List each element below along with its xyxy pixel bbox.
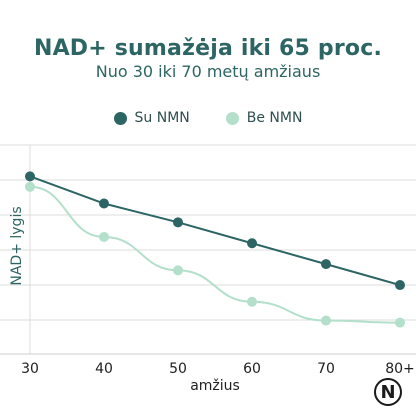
data-point-s0-0	[25, 171, 35, 182]
legend-label-be-nmn: Be NMN	[246, 110, 303, 126]
x-tick-label-2: 50	[169, 361, 187, 377]
data-point-s0-5	[395, 280, 405, 291]
x-tick-label-4: 70	[317, 361, 335, 377]
x-tick-label-1: 40	[95, 361, 113, 377]
series-line-1	[29, 185, 401, 324]
legend-swatch-be-nmn	[225, 111, 239, 125]
x-tick-label-3: 60	[243, 361, 261, 377]
data-point-s1-5	[395, 317, 405, 328]
data-point-s1-2	[173, 265, 183, 276]
y-axis-title: NAD+ lygis	[9, 206, 25, 285]
x-tick-label-0: 30	[21, 361, 39, 377]
legend-item-su-nmn: Su NMN	[113, 110, 190, 126]
chart-subtitle: Nuo 30 iki 70 metų amžiaus	[95, 62, 321, 81]
data-point-s1-3	[247, 296, 257, 307]
series-line-0	[29, 175, 401, 286]
legend-label-su-nmn: Su NMN	[134, 110, 190, 126]
data-point-s1-0	[25, 181, 35, 192]
legend: Su NMN Be NMN	[0, 110, 416, 126]
data-point-s1-4	[321, 315, 331, 326]
data-point-s0-2	[173, 217, 183, 228]
x-axis-title: amžius	[190, 378, 240, 394]
legend-item-be-nmn: Be NMN	[225, 110, 303, 126]
data-point-s0-4	[321, 259, 331, 270]
data-point-s1-1	[99, 231, 109, 242]
x-tick-label-5: 80+	[385, 361, 415, 377]
legend-swatch-su-nmn	[113, 111, 127, 125]
chart-title: NAD+ sumažėja iki 65 proc.	[33, 36, 383, 61]
data-point-s0-1	[99, 198, 109, 209]
data-point-s0-3	[247, 238, 257, 249]
brand-logo: N	[374, 378, 402, 406]
